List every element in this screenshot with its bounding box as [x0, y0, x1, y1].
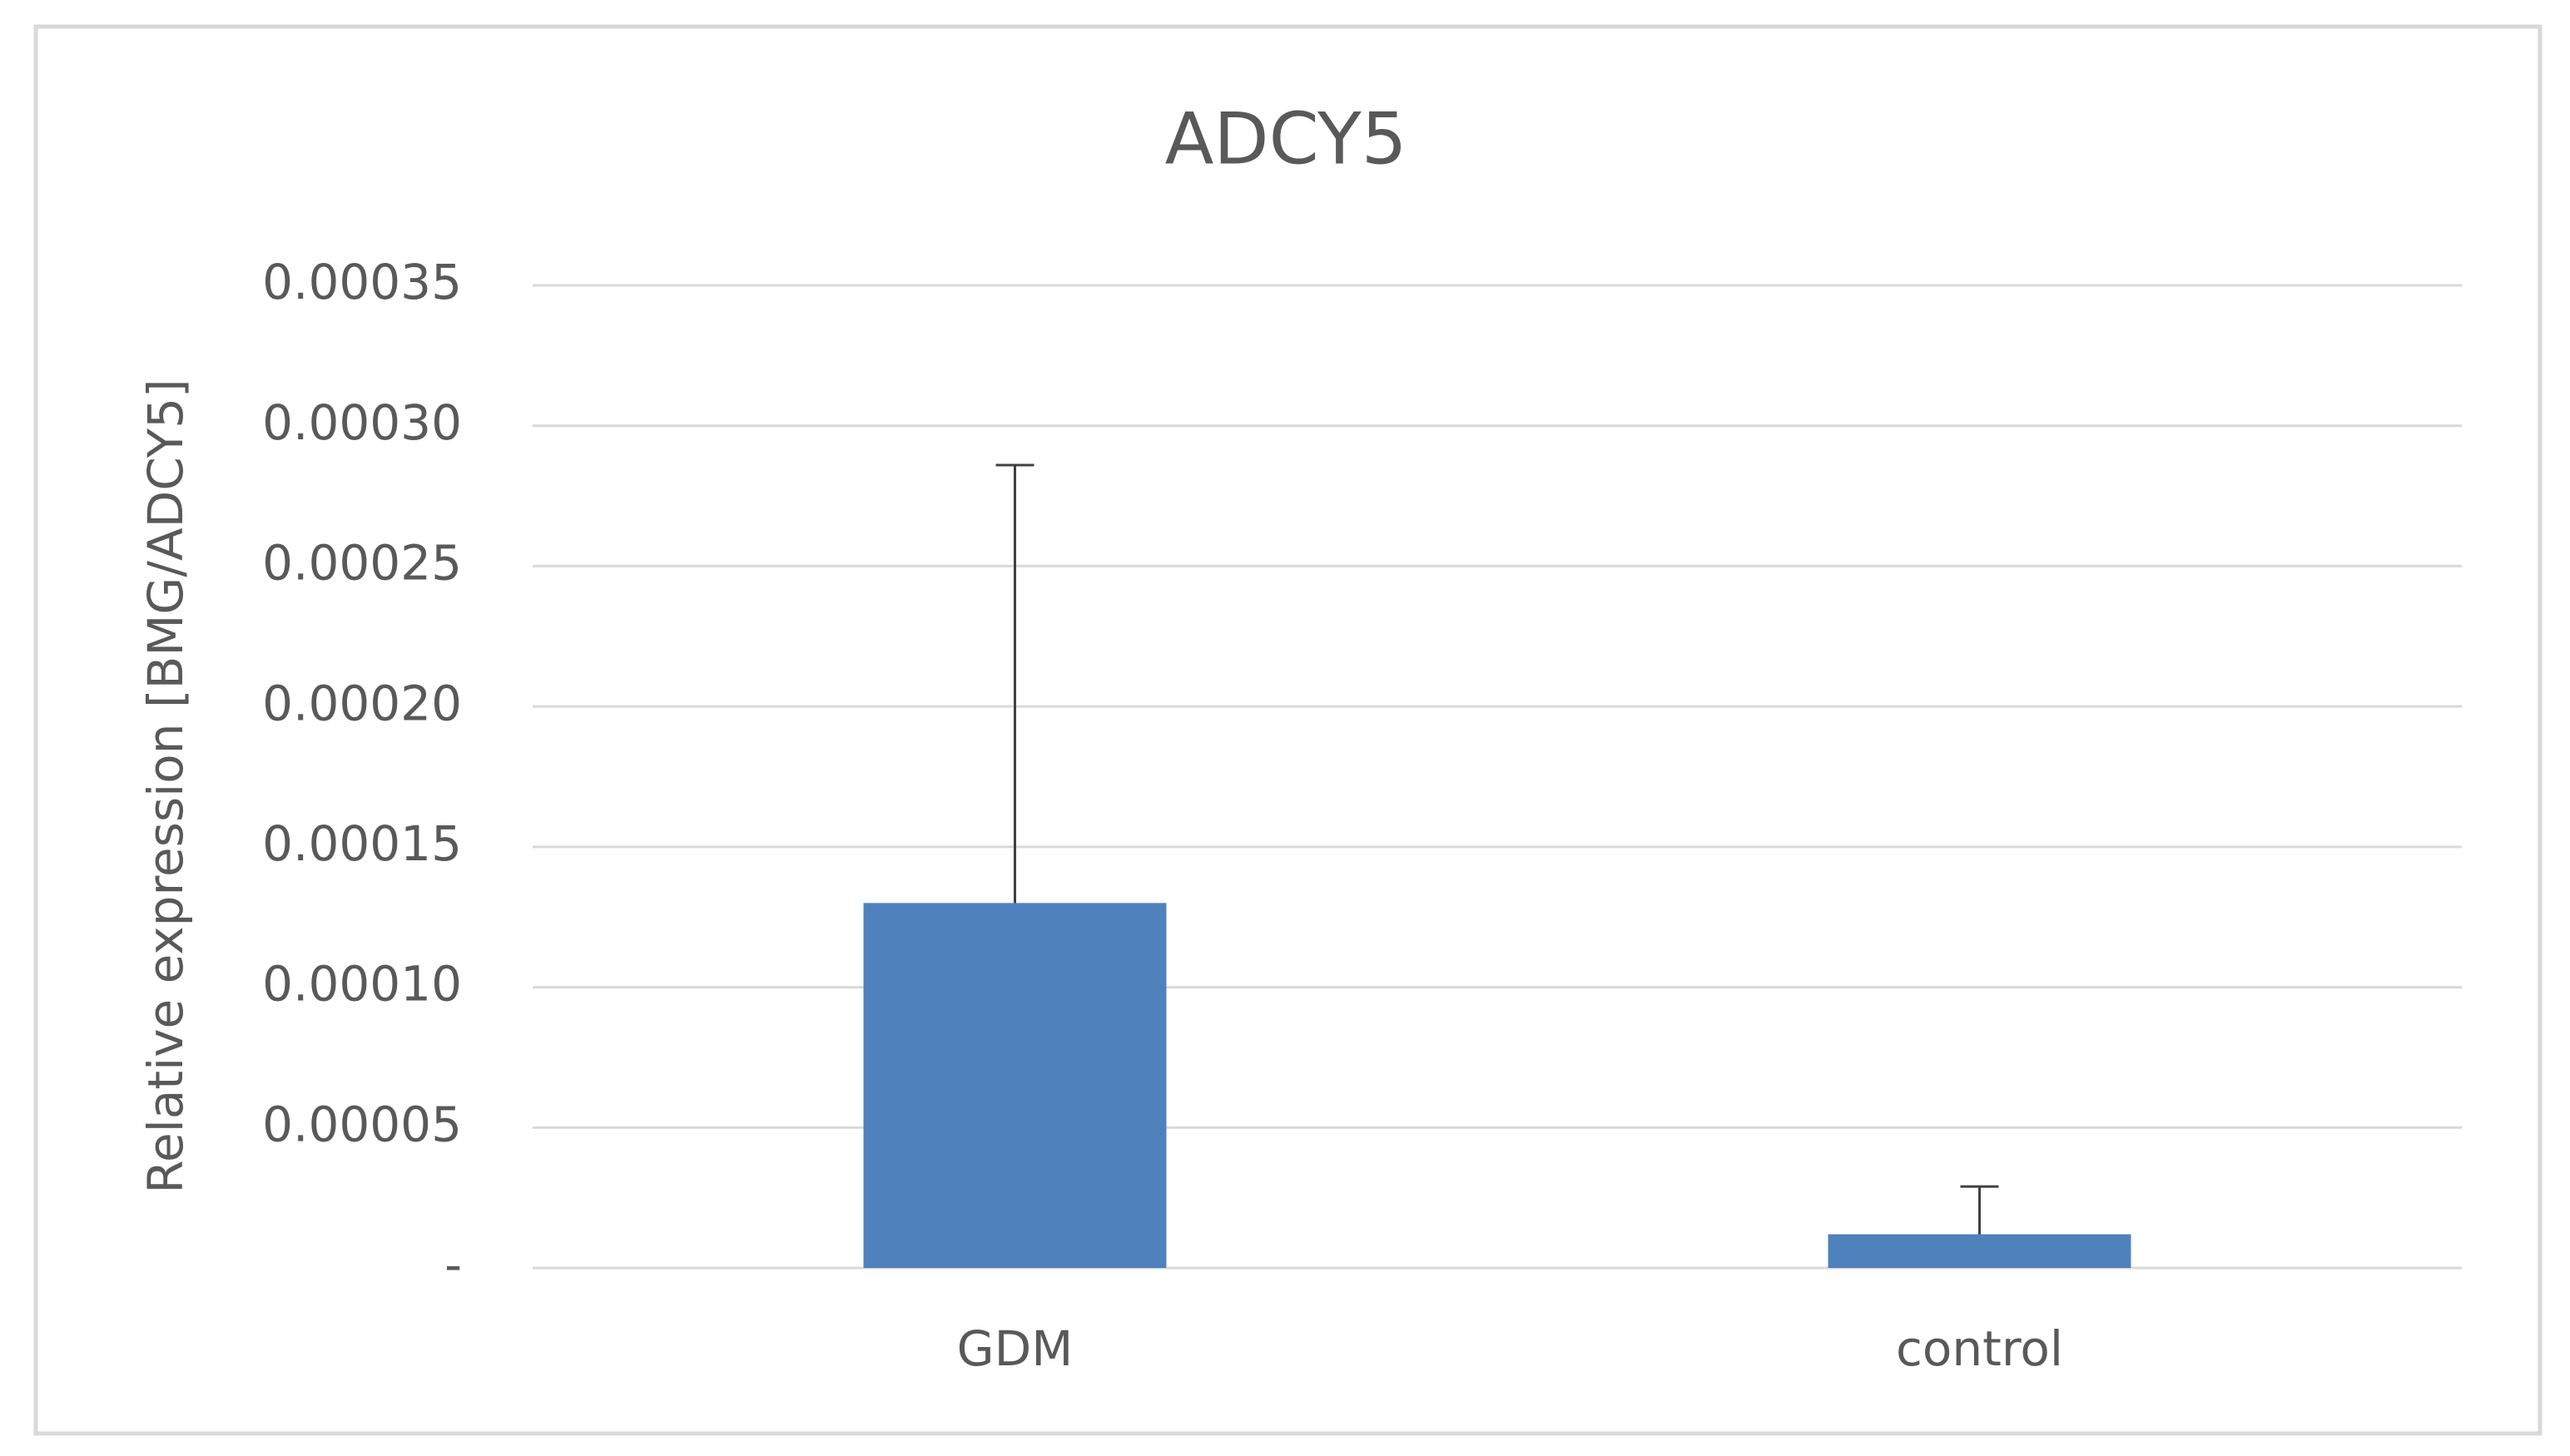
y-tick-label: 0.00015 [262, 815, 462, 872]
y-tick-label: 0.00010 [262, 956, 462, 1013]
y-tick-label: - [444, 1236, 462, 1293]
x-tick-label: control [1896, 1320, 2063, 1377]
y-axis-label: Relative expression [BMG/ADCY5] [137, 379, 194, 1193]
y-tick-label: 0.00020 [262, 675, 462, 731]
y-tick-label: 0.00035 [262, 254, 462, 310]
bar [1828, 1234, 2131, 1268]
chart-border [33, 24, 2543, 1436]
y-tick-label: 0.00025 [262, 535, 462, 592]
chart-title: ADCY5 [1165, 97, 1407, 181]
x-tick-label: GDM [957, 1320, 1074, 1377]
y-tick-label: 0.00005 [262, 1096, 462, 1152]
y-tick-label: 0.00030 [262, 394, 462, 451]
bar [863, 903, 1167, 1268]
